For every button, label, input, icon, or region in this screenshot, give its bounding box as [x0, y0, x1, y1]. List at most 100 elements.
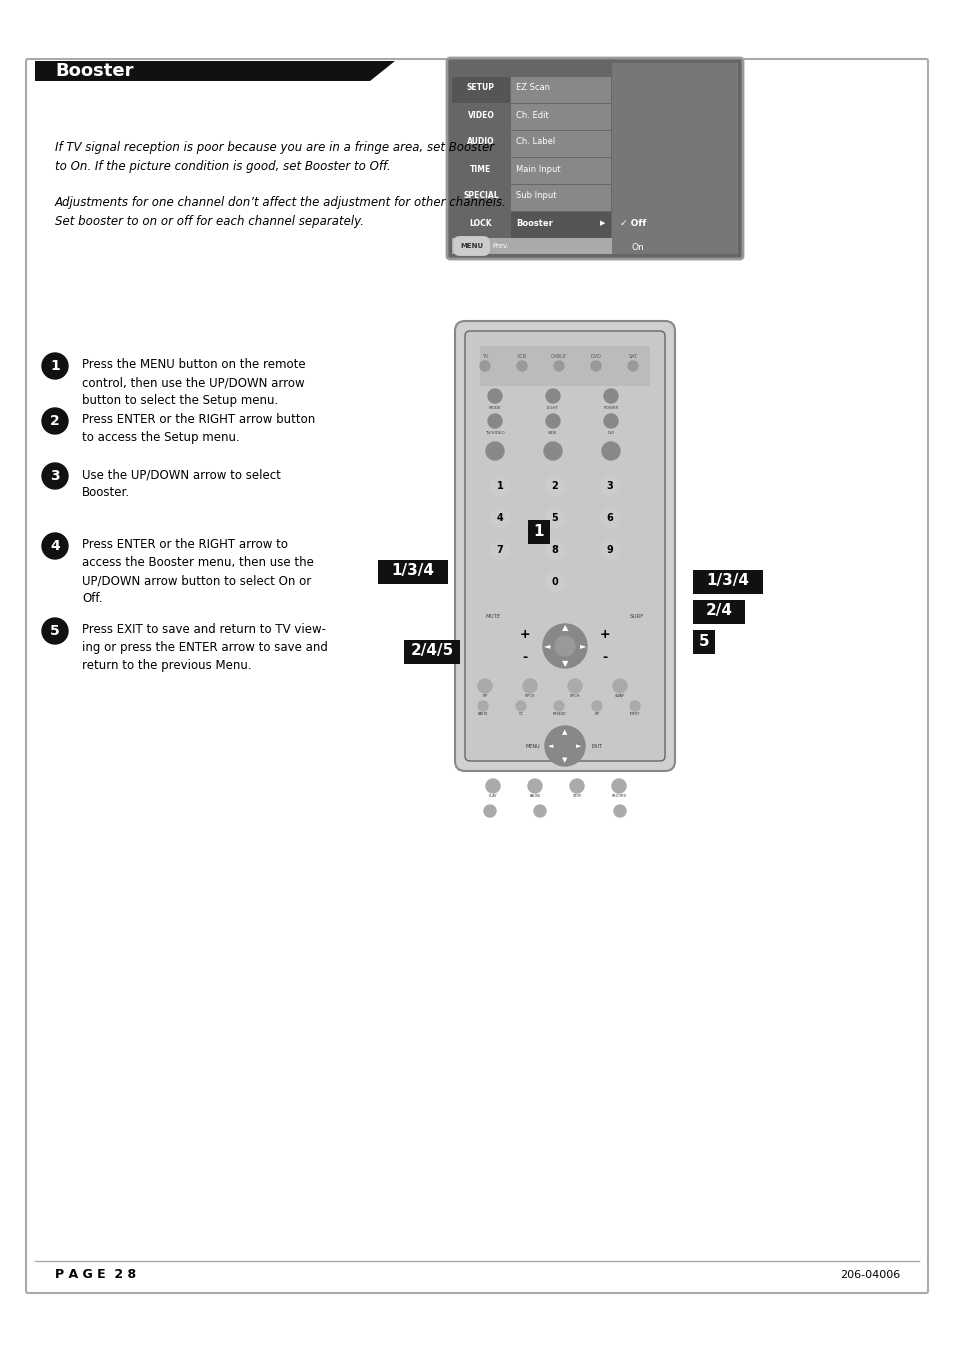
Bar — [452, 238, 612, 254]
Bar — [479, 346, 649, 386]
Bar — [511, 104, 610, 130]
Circle shape — [485, 442, 503, 459]
Text: Press the MENU button on the remote
control, then use the UP/DOWN arrow
button t: Press the MENU button on the remote cont… — [82, 358, 305, 407]
Bar — [692, 630, 714, 654]
Text: 206-04006: 206-04006 — [839, 1270, 899, 1279]
Text: MODE: MODE — [488, 407, 500, 409]
Text: FREEZE: FREEZE — [552, 712, 565, 716]
Circle shape — [477, 701, 488, 711]
FancyBboxPatch shape — [455, 322, 675, 771]
Circle shape — [567, 680, 581, 693]
Text: 3: 3 — [606, 481, 613, 490]
Circle shape — [527, 780, 541, 793]
Text: 4: 4 — [497, 513, 503, 523]
Text: 2/4/5: 2/4/5 — [410, 643, 453, 658]
Circle shape — [603, 413, 618, 428]
Text: EXIT: EXIT — [591, 743, 602, 748]
Text: Press EXIT to save and return to TV view-
ing or press the ENTER arrow to save a: Press EXIT to save and return to TV view… — [82, 623, 328, 671]
Text: Ch. Edit: Ch. Edit — [516, 111, 548, 119]
Circle shape — [554, 701, 563, 711]
Text: RGB: RGB — [605, 449, 616, 454]
Text: ▲: ▲ — [561, 730, 567, 735]
Text: P A G E  2 8: P A G E 2 8 — [55, 1269, 136, 1282]
Text: ▼: ▼ — [561, 757, 567, 763]
Text: 7: 7 — [497, 544, 503, 555]
Text: ►: ► — [579, 642, 586, 650]
Text: INPUT: INPUT — [629, 712, 639, 716]
Bar — [452, 212, 510, 238]
FancyBboxPatch shape — [447, 58, 742, 259]
Circle shape — [612, 780, 625, 793]
Text: Use the UP/DOWN arrow to select
Booster.: Use the UP/DOWN arrow to select Booster. — [82, 467, 280, 499]
Circle shape — [545, 413, 559, 428]
Text: 6: 6 — [606, 513, 613, 523]
Circle shape — [544, 571, 564, 592]
Text: AUDIO: AUDIO — [467, 138, 495, 146]
Text: COMP1: COMP1 — [486, 449, 503, 454]
Circle shape — [592, 701, 601, 711]
Text: +: + — [599, 627, 610, 640]
Text: ✓ Off: ✓ Off — [619, 219, 646, 227]
Circle shape — [554, 361, 563, 372]
Text: COMP2: COMP2 — [544, 449, 561, 454]
Text: PIPCH: PIPCH — [524, 694, 535, 698]
Bar — [692, 600, 744, 624]
Text: Press ENTER or the RIGHT arrow button
to access the Setup menu.: Press ENTER or the RIGHT arrow button to… — [82, 413, 314, 444]
Circle shape — [599, 508, 619, 528]
Bar — [452, 158, 510, 184]
Circle shape — [517, 361, 526, 372]
Circle shape — [485, 780, 499, 793]
Bar — [527, 520, 550, 544]
Text: SPECIAL: SPECIAL — [463, 192, 498, 200]
Text: ▼: ▼ — [561, 659, 568, 669]
Text: RECORD: RECORD — [611, 794, 626, 798]
Bar — [692, 570, 762, 594]
Text: Press ENTER or the RIGHT arrow to
access the Booster menu, then use the
UP/DOWN : Press ENTER or the RIGHT arrow to access… — [82, 538, 314, 605]
Text: SAT: SAT — [628, 354, 637, 358]
Circle shape — [490, 476, 510, 496]
Text: Prev.: Prev. — [492, 243, 508, 249]
Text: Sub Input: Sub Input — [516, 192, 556, 200]
Circle shape — [542, 624, 586, 667]
Circle shape — [601, 442, 619, 459]
Circle shape — [543, 442, 561, 459]
Text: 0: 0 — [551, 577, 558, 586]
FancyBboxPatch shape — [464, 331, 664, 761]
Text: -: - — [601, 651, 607, 665]
Text: 4: 4 — [51, 539, 60, 553]
Bar — [452, 185, 510, 211]
Text: DVI: DVI — [607, 431, 614, 435]
Text: 1/3/4: 1/3/4 — [391, 563, 434, 578]
Circle shape — [629, 701, 639, 711]
Text: SURF: SURF — [629, 613, 643, 619]
Text: 1/3/4: 1/3/4 — [706, 574, 749, 589]
Circle shape — [599, 476, 619, 496]
Circle shape — [42, 534, 68, 559]
Bar — [452, 131, 510, 157]
Text: PAUSE: PAUSE — [529, 794, 540, 798]
Text: 5: 5 — [698, 634, 709, 648]
Text: CC: CC — [518, 712, 523, 716]
Text: MENU: MENU — [459, 243, 482, 249]
Text: 2: 2 — [51, 413, 60, 428]
Circle shape — [544, 508, 564, 528]
Circle shape — [599, 540, 619, 561]
Text: POWER: POWER — [602, 407, 618, 409]
Text: DVD: DVD — [590, 354, 600, 358]
Text: 2/4: 2/4 — [705, 604, 732, 619]
Text: 2: 2 — [551, 481, 558, 490]
Text: ▲: ▲ — [561, 624, 568, 632]
Circle shape — [627, 361, 638, 372]
Circle shape — [569, 780, 583, 793]
Circle shape — [477, 680, 492, 693]
Text: PLAY: PLAY — [488, 794, 497, 798]
Circle shape — [42, 617, 68, 644]
Bar — [612, 63, 738, 254]
Circle shape — [42, 463, 68, 489]
Text: VIDEO: VIDEO — [467, 111, 494, 119]
Circle shape — [516, 701, 525, 711]
Bar — [511, 212, 610, 238]
Circle shape — [42, 353, 68, 380]
Text: MENU: MENU — [525, 743, 539, 748]
Circle shape — [603, 389, 618, 403]
